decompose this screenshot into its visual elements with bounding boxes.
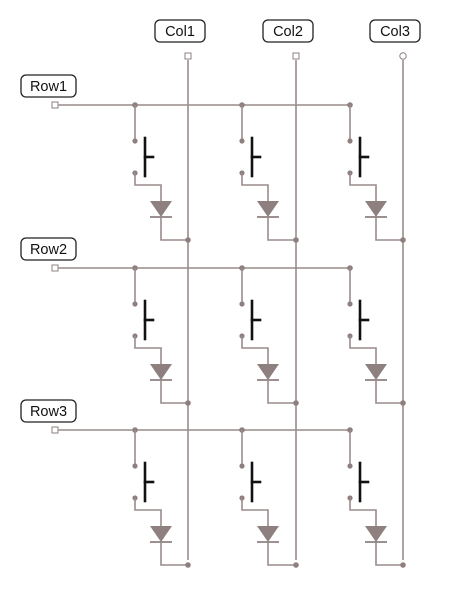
pushbutton-switch <box>358 299 370 341</box>
diode-to-column-wire <box>160 380 188 404</box>
column-label-text: Col3 <box>380 24 410 40</box>
diode <box>150 526 172 542</box>
column-junction-dot <box>400 237 406 243</box>
switch-contact-dot <box>132 138 138 144</box>
switch-contact-dot <box>132 301 138 307</box>
pushbutton-switch <box>143 136 155 178</box>
row-bus-1: Row1 <box>20 74 406 243</box>
column-terminal-square <box>292 52 300 60</box>
switch-contact-dot <box>347 463 353 469</box>
pushbutton-switch <box>250 136 262 178</box>
row-label-text: Row2 <box>30 242 67 258</box>
column-junction-dot <box>293 562 299 568</box>
row-label: Row1 <box>20 74 77 98</box>
pushbutton-switch <box>358 461 370 503</box>
column-label-box <box>154 19 206 43</box>
switch-contact-dot <box>347 301 353 307</box>
column-terminal-circle <box>399 52 407 60</box>
row-label-box <box>20 399 77 423</box>
pushbutton-switch <box>250 299 262 341</box>
diode <box>257 364 279 380</box>
column-bus-2: Col2 <box>262 19 314 560</box>
diode-to-column-wire <box>160 542 188 566</box>
switch-contact-dot <box>132 463 138 469</box>
row-label: Row2 <box>20 237 77 261</box>
key-cell-r3-c2 <box>239 427 299 568</box>
diode-to-column-wire <box>375 217 403 241</box>
diode <box>365 364 387 380</box>
column-junction-dot <box>400 562 406 568</box>
row-terminal-square <box>51 101 59 109</box>
diode-to-column-wire <box>267 380 296 404</box>
switch-contact-dot <box>239 463 245 469</box>
column-label-box <box>369 19 421 43</box>
switch-to-diode-wire <box>241 173 269 201</box>
switch-to-diode-wire <box>134 336 162 364</box>
key-cell-r3-c3 <box>347 427 406 568</box>
switch-to-diode-wire <box>241 336 269 364</box>
switch-contact-dot <box>239 301 245 307</box>
switch-to-diode-wire <box>349 173 377 201</box>
row-bus-2: Row2 <box>20 237 406 406</box>
switch-to-diode-wire <box>349 336 377 364</box>
switch-contact-dot <box>347 138 353 144</box>
column-junction-dot <box>185 562 191 568</box>
row-label-box <box>20 74 77 98</box>
diode-to-column-wire <box>267 217 296 241</box>
diode-to-column-wire <box>267 542 296 566</box>
column-junction-dot <box>293 237 299 243</box>
pushbutton-switch <box>250 461 262 503</box>
column-junction-dot <box>293 400 299 406</box>
pushbutton-switch <box>143 461 155 503</box>
key-cell-r3-c1 <box>132 427 191 568</box>
column-bus-3: Col3 <box>369 19 421 560</box>
column-junction-dot <box>185 237 191 243</box>
column-label: Col1 <box>154 19 206 43</box>
switch-contact-dot <box>239 138 245 144</box>
column-label: Col2 <box>262 19 314 43</box>
diode <box>365 201 387 217</box>
column-terminal-square <box>184 52 192 60</box>
diode-to-column-wire <box>160 217 188 241</box>
key-cell-r1-c2 <box>239 102 299 243</box>
row-label-box <box>20 237 77 261</box>
row-terminal-square <box>51 264 59 272</box>
key-cell-r1-c3 <box>347 102 406 243</box>
column-junction-dot <box>400 400 406 406</box>
diode <box>150 364 172 380</box>
diode <box>365 526 387 542</box>
pushbutton-switch <box>358 136 370 178</box>
diode <box>150 201 172 217</box>
row-label: Row3 <box>20 399 77 423</box>
column-label-text: Col2 <box>273 24 303 40</box>
column-label-text: Col1 <box>165 24 195 40</box>
column-label: Col3 <box>369 19 421 43</box>
diode-to-column-wire <box>375 380 403 404</box>
column-label-box <box>262 19 314 43</box>
diode-to-column-wire <box>375 542 403 566</box>
switch-to-diode-wire <box>134 498 162 526</box>
diode <box>257 201 279 217</box>
pushbutton-switch <box>143 299 155 341</box>
row-label-text: Row3 <box>30 404 67 420</box>
diode <box>257 526 279 542</box>
row-label-text: Row1 <box>30 79 67 95</box>
row-terminal-square <box>51 426 59 434</box>
key-cell-r2-c1 <box>132 265 191 406</box>
switch-to-diode-wire <box>134 173 162 201</box>
key-cell-r2-c3 <box>347 265 406 406</box>
key-cell-r1-c1 <box>132 102 191 243</box>
switch-to-diode-wire <box>349 498 377 526</box>
key-cell-r2-c2 <box>239 265 299 406</box>
column-junction-dot <box>185 400 191 406</box>
column-bus-1: Col1 <box>154 19 206 560</box>
row-bus-3: Row3 <box>20 399 406 568</box>
switch-to-diode-wire <box>241 498 269 526</box>
